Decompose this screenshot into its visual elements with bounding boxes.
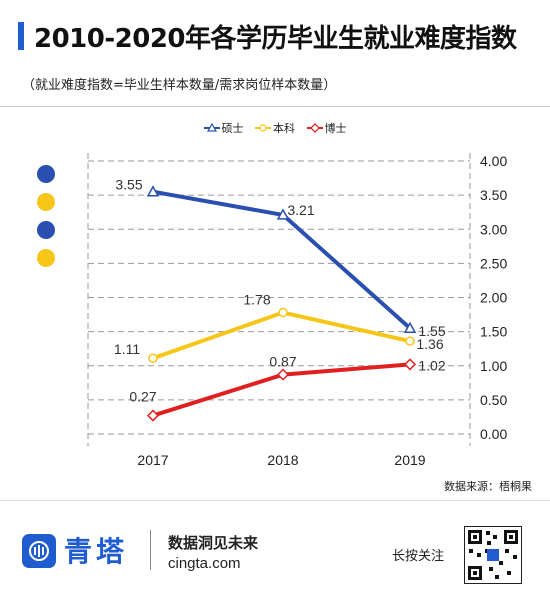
brand-website[interactable]: cingta.com xyxy=(168,555,241,572)
side-dot-1 xyxy=(37,193,55,211)
point-1-2 xyxy=(405,336,415,346)
side-dot-3 xyxy=(37,249,55,267)
legend-label-2: 博士 xyxy=(324,122,347,135)
y-tick-label-6: 1.00 xyxy=(480,358,507,374)
x-tick-label-1: 2018 xyxy=(267,452,298,468)
x-tick-label-2: 2019 xyxy=(394,452,425,468)
follow-prompt: 长按关注 xyxy=(392,549,445,564)
side-dot-0 xyxy=(37,165,55,183)
brand-logo xyxy=(22,534,56,568)
y-tick-label-3: 2.50 xyxy=(480,255,507,271)
y-tick-label-5: 1.50 xyxy=(480,324,507,340)
data-source: 数据来源：梧桐果 xyxy=(444,480,532,493)
point-1-1 xyxy=(278,307,288,318)
footer-separator xyxy=(150,530,151,570)
data-label-1-2: 1.36 xyxy=(416,336,443,352)
legend-item-1: 本科 xyxy=(255,120,295,136)
y-tick-label-2: 3.00 xyxy=(480,221,507,237)
header-divider xyxy=(0,106,550,107)
side-dot-2 xyxy=(37,221,55,239)
legend-item-2: 博士 xyxy=(306,120,347,136)
point-2-2 xyxy=(403,358,417,371)
qr-code[interactable] xyxy=(464,526,522,584)
data-label-1-0: 1.11 xyxy=(114,341,140,357)
qr-pattern xyxy=(468,530,518,580)
data-label-2-0: 0.27 xyxy=(129,389,156,405)
data-label-0-2: 1.55 xyxy=(418,323,445,339)
legend-item-0: 硕士 xyxy=(203,120,244,136)
data-label-0-1: 3.21 xyxy=(287,202,314,218)
logo-icon xyxy=(29,541,49,561)
brand-slogan: 数据洞见未来 xyxy=(168,534,259,552)
series-line-1 xyxy=(152,310,411,361)
point-0-1 xyxy=(276,208,290,220)
footer-divider xyxy=(0,500,550,501)
brand-name: 青塔 xyxy=(64,535,129,568)
chart-title: 2010-2020年各学历毕业生就业难度指数 xyxy=(34,24,517,54)
data-label-0-0: 3.55 xyxy=(115,177,142,193)
line-chart: 4.00 3.50 3.00 2.50 2.00 1.50 1.00 0.50 0.00 2017… xyxy=(37,153,507,468)
point-2-0 xyxy=(146,409,160,422)
legend-marker-2 xyxy=(306,123,323,133)
x-tick-label-0: 2017 xyxy=(137,452,168,468)
title-accent-bar xyxy=(18,22,24,50)
y-tick-label-0: 4.00 xyxy=(480,153,507,169)
y-tick-label-8: 0.00 xyxy=(480,426,507,442)
legend-label-0: 硕士 xyxy=(221,122,244,135)
y-tick-label-4: 2.00 xyxy=(480,290,507,306)
point-2-1 xyxy=(276,368,290,381)
y-tick-label-1: 3.50 xyxy=(480,187,507,203)
chart-subtitle: （就业难度指数=毕业生样本数量/需求岗位样本数量） xyxy=(22,78,337,93)
point-1-0 xyxy=(148,353,158,363)
data-label-1-1: 1.78 xyxy=(243,292,270,308)
data-label-2-2: 1.02 xyxy=(418,357,445,373)
legend-marker-0 xyxy=(203,123,220,132)
y-tick-label-7: 0.50 xyxy=(480,392,507,408)
legend-label-1: 本科 xyxy=(273,122,295,135)
point-0-0 xyxy=(146,185,160,197)
point-0-2 xyxy=(403,321,417,333)
legend-marker-1 xyxy=(255,124,271,132)
chart-legend: 硕士 本科 博士 xyxy=(0,120,550,136)
data-label-2-1: 0.87 xyxy=(269,354,296,370)
